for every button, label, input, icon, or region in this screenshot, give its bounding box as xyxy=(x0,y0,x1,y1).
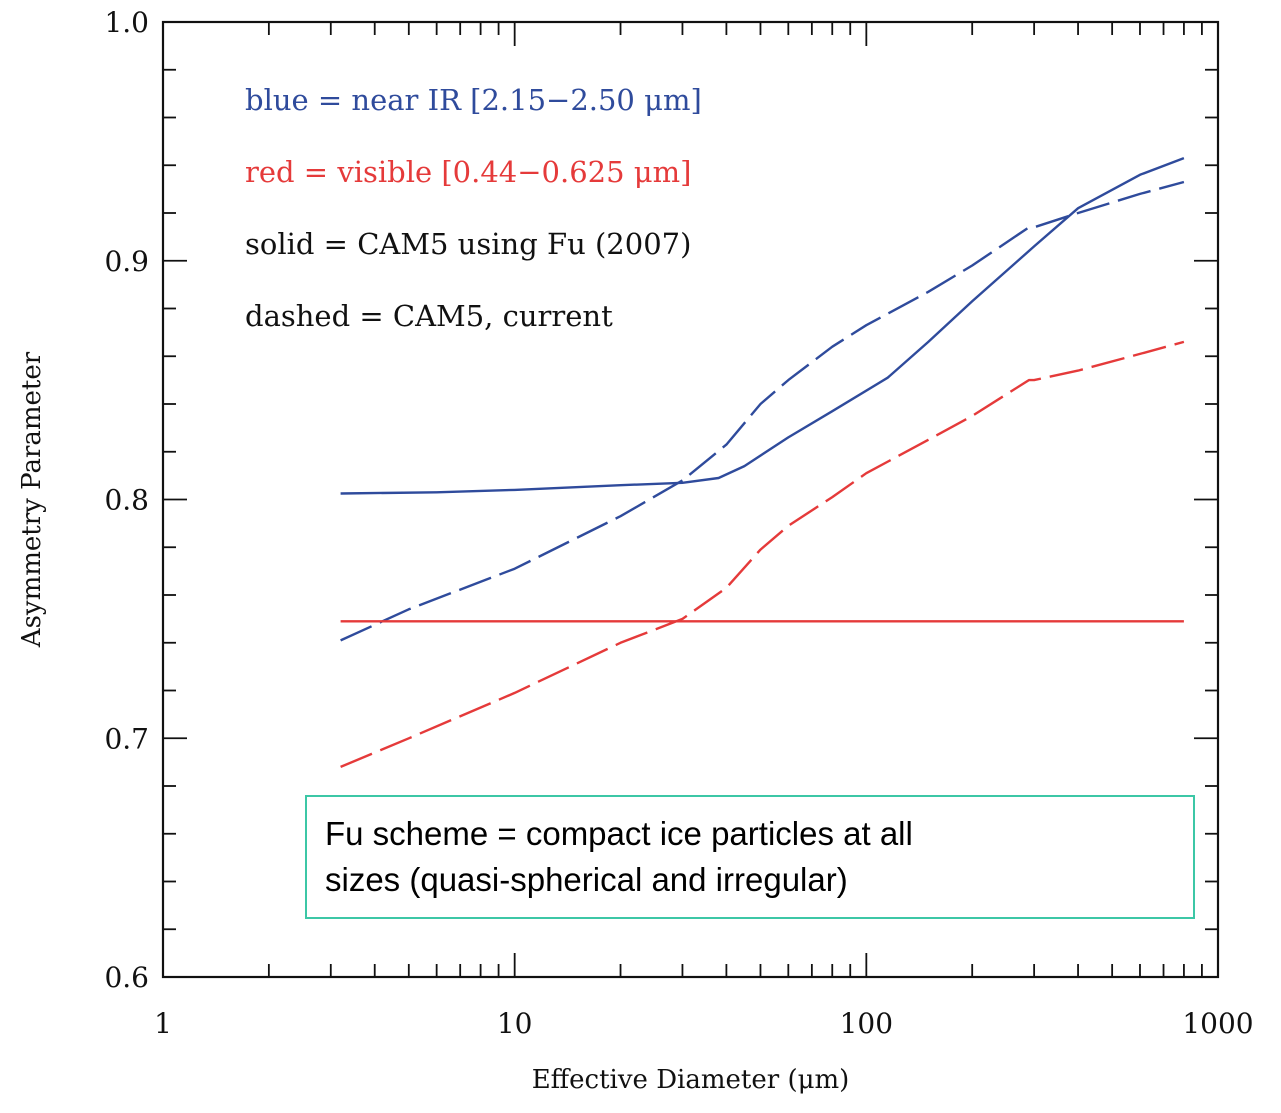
x-tick-label: 1 xyxy=(154,1007,172,1040)
x-tick-label: 100 xyxy=(840,1007,893,1040)
y-tick-label: 1.0 xyxy=(104,6,149,39)
y-tick-label: 0.6 xyxy=(104,961,149,994)
x-tick-label: 10 xyxy=(497,1007,533,1040)
note-box: Fu scheme = compact ice particles at all… xyxy=(305,795,1195,919)
legend-entry: red = visible [0.44−0.625 μm] xyxy=(245,155,691,189)
x-tick-label: 1000 xyxy=(1182,1007,1253,1040)
series-line-4 xyxy=(340,340,1185,769)
legend-entry: solid = CAM5 using Fu (2007) xyxy=(245,227,691,261)
y-tick-label: 0.8 xyxy=(104,484,149,517)
y-tick-label: 0.7 xyxy=(104,722,149,755)
y-tick-label: 0.9 xyxy=(104,245,149,278)
series-lines xyxy=(340,156,1185,769)
x-axis-label: Effective Diameter (μm) xyxy=(532,1065,850,1095)
series-line-2 xyxy=(340,180,1185,642)
y-axis-label: Asymmetry Parameter xyxy=(17,351,47,648)
series-line-1 xyxy=(340,156,1185,495)
tick-labels: 1 10 100 1000 0.6 0.7 0.8 0.9 1.0 xyxy=(104,6,1253,1040)
note-line-2: sizes (quasi-spherical and irregular) xyxy=(325,861,848,898)
legend-entry: blue = near IR [2.15−2.50 μm] xyxy=(245,83,702,117)
note-line-1: Fu scheme = compact ice particles at all xyxy=(325,815,913,852)
legend: blue = near IR [2.15−2.50 μm] red = visib… xyxy=(245,83,702,333)
axis-ticks xyxy=(162,21,1218,978)
legend-entry: dashed = CAM5, current xyxy=(245,299,613,333)
